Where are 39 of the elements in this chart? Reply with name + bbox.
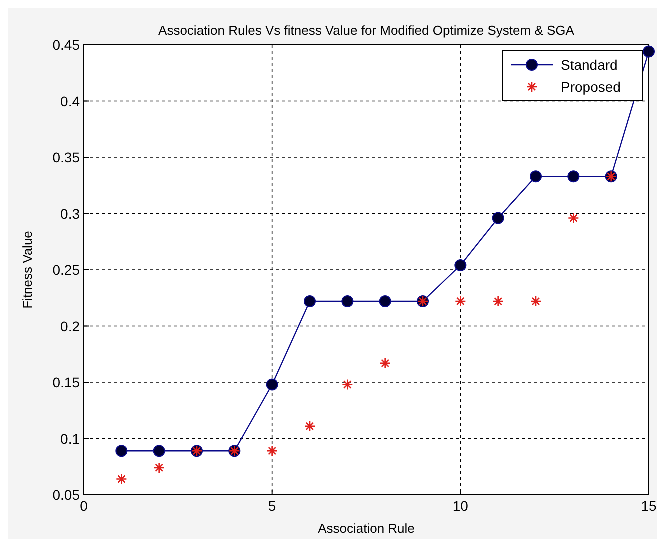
x-tick-label: 10 xyxy=(452,498,469,514)
point xyxy=(568,212,580,224)
point xyxy=(455,296,466,308)
point xyxy=(379,296,392,308)
point xyxy=(154,462,165,474)
point xyxy=(530,170,542,183)
point xyxy=(116,474,128,485)
chart-title: Association Rules Vs fitness Value for Modified Optimize System & SGA xyxy=(158,23,575,38)
point xyxy=(492,212,504,224)
legend-label: Proposed xyxy=(561,79,621,95)
point xyxy=(116,445,128,458)
x-tick-label: 5 xyxy=(268,498,276,514)
y-tick-label: 0.1 xyxy=(60,430,80,447)
legend-label: Standard xyxy=(561,57,618,73)
point xyxy=(454,260,467,272)
x-tick-label: 0 xyxy=(80,498,88,514)
point xyxy=(492,296,504,308)
y-tick-label: 0.35 xyxy=(52,150,80,166)
point xyxy=(266,445,278,457)
y-tick-label: 0.2 xyxy=(60,318,80,334)
y-tick-label: 0.4 xyxy=(60,93,80,110)
y-tick-label: 0.3 xyxy=(60,206,80,222)
point xyxy=(266,378,278,391)
point xyxy=(342,379,354,390)
x-axis-title: Association Rule xyxy=(318,521,415,536)
y-tick-label: 0.05 xyxy=(52,487,80,503)
point xyxy=(380,358,391,370)
y-tick-label: 0.25 xyxy=(52,262,80,278)
y-tick-label: 0.45 xyxy=(52,37,80,53)
point xyxy=(643,46,655,58)
point xyxy=(304,420,316,432)
y-axis-title: Fitness Value xyxy=(20,231,35,309)
point xyxy=(568,170,580,183)
point xyxy=(530,296,542,308)
point xyxy=(342,296,354,308)
y-tick-label: 0.15 xyxy=(52,374,80,390)
x-tick-label: 15 xyxy=(641,498,657,514)
point xyxy=(153,445,166,458)
point xyxy=(304,296,316,308)
